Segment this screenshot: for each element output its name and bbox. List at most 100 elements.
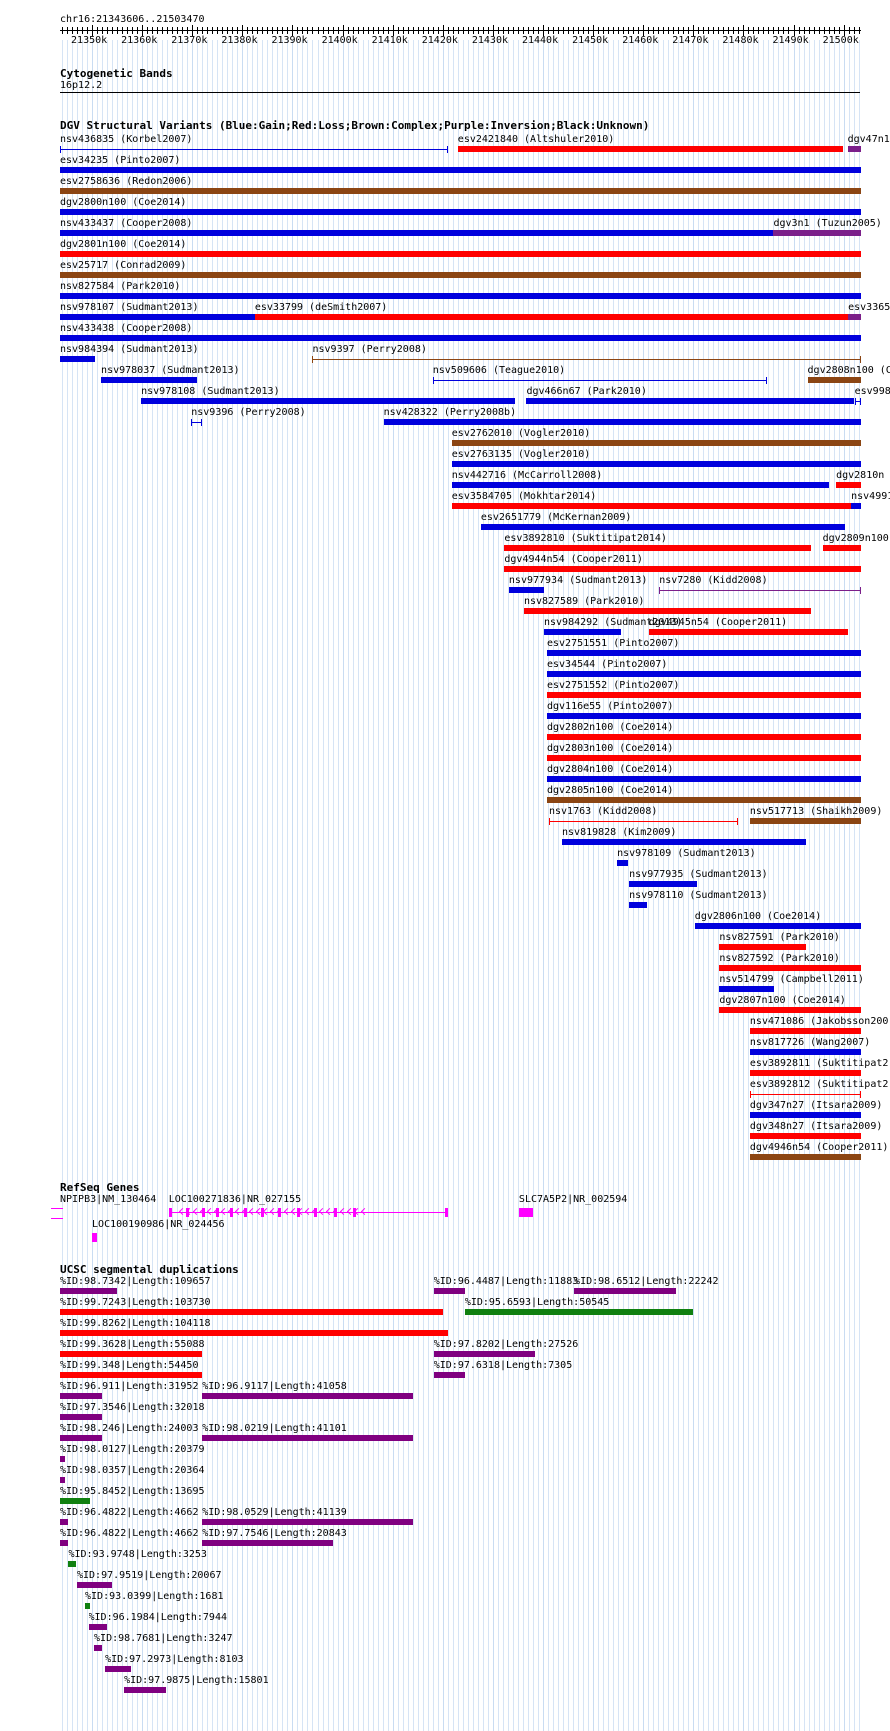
dgv-variant-bar[interactable]: [451, 503, 852, 509]
segdup-label[interactable]: %ID:96.9117|Length:41058: [202, 1381, 347, 1392]
dgv-variant-label[interactable]: nsv827591 (Park2010): [719, 932, 840, 943]
segdup-label[interactable]: %ID:99.8262|Length:104118: [60, 1318, 211, 1329]
dgv-variant-label[interactable]: esv3584705 (Mokhtar2014): [451, 491, 597, 502]
dgv-variant-bar[interactable]: [749, 1028, 861, 1034]
dgv-variant-label[interactable]: dgv2806n100 (Coe2014): [694, 911, 822, 922]
segdup-bar[interactable]: [85, 1603, 90, 1609]
dgv-variant-label[interactable]: dgv47n16: [847, 134, 890, 145]
segdup-label[interactable]: %ID:98.0219|Length:41101: [202, 1423, 347, 1434]
dgv-variant-label[interactable]: nsv827592 (Park2010): [719, 953, 840, 964]
dgv-variant-label[interactable]: nsv827584 (Park2010): [60, 281, 181, 292]
dgv-variant-label[interactable]: nsv4991: [851, 491, 890, 502]
dgv-variant-label[interactable]: esv2762010 (Vogler2010): [451, 428, 591, 439]
dgv-variant-label[interactable]: nsv9396 (Perry2008): [191, 407, 306, 418]
dgv-variant-bar[interactable]: [694, 923, 861, 929]
segdup-bar[interactable]: [77, 1582, 113, 1588]
segdup-label[interactable]: %ID:99.348|Length:54450: [60, 1360, 199, 1371]
dgv-variant-bar[interactable]: [60, 188, 861, 194]
dgv-variant-label[interactable]: nsv978110 (Sudmant2013): [629, 890, 768, 901]
dgv-variant-label[interactable]: esv2421840 (Altshuler2010): [457, 134, 615, 145]
dgv-variant-label[interactable]: nsv977935 (Sudmant2013): [629, 869, 768, 880]
dgv-variant-bar[interactable]: [451, 482, 829, 488]
dgv-variant-bar[interactable]: [451, 440, 861, 446]
dgv-variant-label[interactable]: nsv433438 (Cooper2008): [60, 323, 193, 334]
dgv-variant-bar[interactable]: [508, 587, 545, 593]
segdup-label[interactable]: %ID:99.3628|Length:55088: [60, 1339, 205, 1350]
segdup-bar[interactable]: [124, 1687, 166, 1693]
dgv-variant-bar[interactable]: [504, 566, 861, 572]
cytogenetic-band-label[interactable]: 16p12.2: [60, 80, 103, 91]
segdup-label[interactable]: %ID:93.0399|Length:1681: [85, 1591, 224, 1602]
dgv-variant-label[interactable]: nsv442716 (McCarroll2008): [451, 470, 603, 481]
dgv-variant-label[interactable]: esv2651779 (McKernan2009): [480, 512, 632, 523]
dgv-variant-label[interactable]: dgv2800n100 (Coe2014): [60, 197, 187, 208]
dgv-variant-bar[interactable]: [719, 944, 806, 950]
dgv-variant-bar[interactable]: [749, 1049, 861, 1055]
dgv-variant-label[interactable]: dgv2809n100: [822, 533, 889, 544]
dgv-variant-bar[interactable]: [546, 797, 861, 803]
dgv-variant-bar[interactable]: [60, 293, 861, 299]
dgv-variant-label[interactable]: esv33799 (deSmith2007): [254, 302, 388, 313]
dgv-variant-label[interactable]: esv2751551 (Pinto2007): [546, 638, 680, 649]
dgv-variant-bar[interactable]: [629, 881, 697, 887]
segdup-label[interactable]: %ID:96.4822|Length:4662: [60, 1507, 199, 1518]
dgv-variant-label[interactable]: nsv509606 (Teague2010): [432, 365, 566, 376]
dgv-variant-bar[interactable]: [523, 608, 811, 614]
dgv-variant-label[interactable]: nsv514799 (Campbell2011): [719, 974, 864, 985]
dgv-variant-label[interactable]: dgv2804n100 (Coe2014): [546, 764, 674, 775]
segdup-label[interactable]: %ID:97.6318|Length:7305: [433, 1360, 573, 1371]
segdup-label[interactable]: %ID:97.3546|Length:32018: [60, 1402, 205, 1413]
segdup-bar[interactable]: [433, 1351, 536, 1357]
dgv-variant-bar[interactable]: [822, 545, 861, 551]
dgv-variant-label[interactable]: nsv817726 (Wang2007): [749, 1037, 871, 1048]
segdup-bar[interactable]: [464, 1309, 694, 1315]
segdup-label[interactable]: %ID:95.6593|Length:50545: [464, 1297, 610, 1308]
segdup-bar[interactable]: [202, 1435, 413, 1441]
segdup-label[interactable]: %ID:97.8202|Length:27526: [433, 1339, 579, 1350]
segdup-bar[interactable]: [60, 1393, 103, 1399]
dgv-variant-label[interactable]: nsv471086 (Jakobsson200: [749, 1016, 889, 1027]
segdup-label[interactable]: %ID:96.1984|Length:7944: [88, 1612, 227, 1623]
dgv-variant-bar[interactable]: [548, 821, 739, 822]
segdup-bar[interactable]: [60, 1477, 65, 1483]
dgv-variant-bar[interactable]: [546, 776, 861, 782]
segdup-label[interactable]: %ID:97.9875|Length:15801: [124, 1675, 269, 1686]
segdup-label[interactable]: %ID:98.0127|Length:20379: [60, 1444, 205, 1455]
dgv-variant-label[interactable]: nsv517713 (Shaikh2009): [749, 806, 883, 817]
segdup-label[interactable]: %ID:98.0357|Length:20364: [60, 1465, 205, 1476]
dgv-variant-bar[interactable]: [719, 965, 861, 971]
dgv-variant-label[interactable]: dgv466n67 (Park2010): [526, 386, 647, 397]
dgv-variant-bar[interactable]: [60, 167, 861, 173]
dgv-variant-bar[interactable]: [60, 314, 255, 320]
segdup-label[interactable]: %ID:98.7681|Length:3247: [94, 1633, 233, 1644]
refseq-gene-label[interactable]: LOC100271836|NR_027155: [168, 1194, 302, 1205]
dgv-variant-bar[interactable]: [504, 545, 811, 551]
dgv-variant-bar[interactable]: [854, 401, 861, 402]
dgv-variant-bar[interactable]: [562, 839, 806, 845]
dgv-variant-bar[interactable]: [457, 146, 843, 152]
segdup-bar[interactable]: [60, 1519, 68, 1525]
dgv-variant-label[interactable]: esv3365: [848, 302, 890, 313]
segdup-label[interactable]: %ID:99.7243|Length:103730: [60, 1297, 211, 1308]
dgv-variant-bar[interactable]: [807, 377, 861, 383]
dgv-variant-label[interactable]: dgv2807n100 (Coe2014): [719, 995, 846, 1006]
dgv-variant-label[interactable]: nsv433437 (Cooper2008): [60, 218, 193, 229]
segdup-label[interactable]: %ID:93.9748|Length:3253: [68, 1549, 207, 1560]
dgv-variant-label[interactable]: nsv978107 (Sudmant2013): [60, 302, 199, 313]
segdup-label[interactable]: %ID:98.0529|Length:41139: [202, 1507, 347, 1518]
dgv-variant-bar[interactable]: [432, 380, 768, 381]
dgv-variant-bar[interactable]: [60, 209, 861, 215]
segdup-bar[interactable]: [202, 1393, 413, 1399]
dgv-variant-bar[interactable]: [719, 986, 774, 992]
dgv-variant-bar[interactable]: [749, 1112, 861, 1118]
segdup-bar[interactable]: [60, 1309, 443, 1315]
dgv-variant-bar[interactable]: [546, 650, 861, 656]
dgv-variant-label[interactable]: esv3892812 (Suktitipat2: [749, 1079, 889, 1090]
segdup-bar[interactable]: [60, 1330, 448, 1336]
dgv-variant-label[interactable]: esv2751552 (Pinto2007): [546, 680, 680, 691]
dgv-variant-bar[interactable]: [851, 503, 861, 509]
dgv-variant-label[interactable]: dgv2801n100 (Coe2014): [60, 239, 187, 250]
refseq-gene-model[interactable]: [518, 1208, 533, 1217]
dgv-variant-label[interactable]: esv3892810 (Suktitipat2014): [504, 533, 667, 544]
dgv-variant-bar[interactable]: [60, 251, 861, 257]
